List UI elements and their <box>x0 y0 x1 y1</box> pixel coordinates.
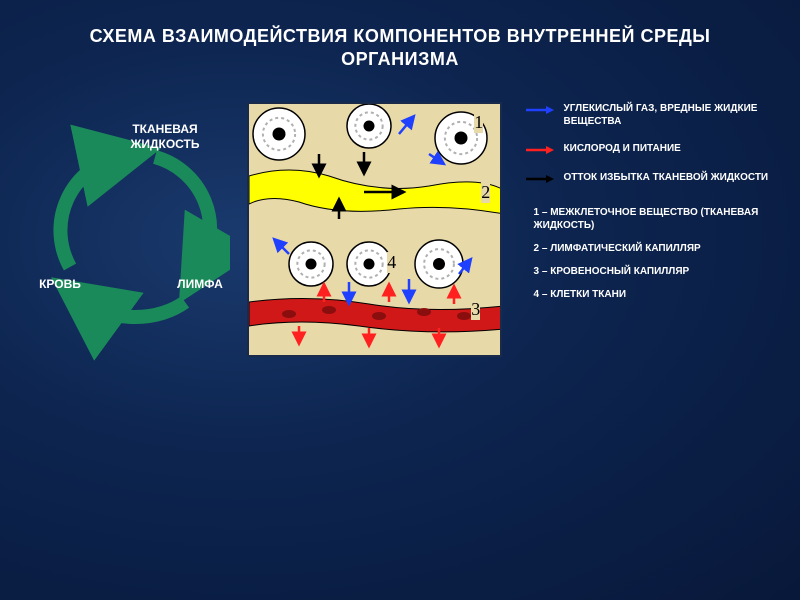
label-1: 1 <box>474 112 483 133</box>
legend-num-4: 4 – КЛЕТКИ ТКАНИ <box>534 288 770 301</box>
legend-row: УГЛЕКИСЛЫЙ ГАЗ, ВРЕДНЫЕ ЖИДКИЕ ВЕЩЕСТВА <box>524 102 770 128</box>
cycle-label-left: КРОВЬ <box>30 277 90 293</box>
content-area: ТКАНЕВАЯ ЖИДКОСТЬ КРОВЬ ЛИМФА <box>0 82 800 382</box>
legend-num-1: 1 – МЕЖКЛЕТОЧНОЕ ВЕЩЕСТВО (ТКАНЕВАЯ ЖИДК… <box>534 206 770 232</box>
legend-arrow-icon <box>524 172 554 186</box>
legend: УГЛЕКИСЛЫЙ ГАЗ, ВРЕДНЫЕ ЖИДКИЕ ВЕЩЕСТВА К… <box>524 102 770 362</box>
diagram-box: 1 2 3 4 <box>247 102 502 357</box>
tissue-diagram: 1 2 3 4 <box>247 102 503 362</box>
diagram-svg <box>249 104 502 357</box>
legend-arrow-icon <box>524 103 554 117</box>
numbered-legend: 1 – МЕЖКЛЕТОЧНОЕ ВЕЩЕСТВО (ТКАНЕВАЯ ЖИДК… <box>524 206 770 301</box>
legend-row: ОТТОК ИЗБЫТКА ТКАНЕВОЙ ЖИДКОСТИ <box>524 171 770 186</box>
cycle-label-right: ЛИМФА <box>170 277 230 293</box>
label-2: 2 <box>481 182 490 203</box>
cycle-diagram: ТКАНЕВАЯ ЖИДКОСТЬ КРОВЬ ЛИМФА <box>30 102 227 362</box>
legend-num-2: 2 – ЛИМФАТИЧЕСКИЙ КАПИЛЛЯР <box>534 242 770 255</box>
cycle-label-top: ТКАНЕВАЯ ЖИДКОСТЬ <box>115 122 215 153</box>
page-title: СХЕМА ВЗАИМОДЕЙСТВИЯ КОМПОНЕНТОВ ВНУТРЕН… <box>0 0 800 82</box>
label-3: 3 <box>471 299 480 320</box>
legend-num-3: 3 – КРОВЕНОСНЫЙ КАПИЛЛЯР <box>534 265 770 278</box>
legend-text: КИСЛОРОД И ПИТАНИЕ <box>564 142 770 155</box>
legend-text: ОТТОК ИЗБЫТКА ТКАНЕВОЙ ЖИДКОСТИ <box>564 171 770 184</box>
legend-row: КИСЛОРОД И ПИТАНИЕ <box>524 142 770 157</box>
legend-arrow-icon <box>524 143 554 157</box>
label-4: 4 <box>387 252 396 273</box>
legend-text: УГЛЕКИСЛЫЙ ГАЗ, ВРЕДНЫЕ ЖИДКИЕ ВЕЩЕСТВА <box>564 102 770 128</box>
